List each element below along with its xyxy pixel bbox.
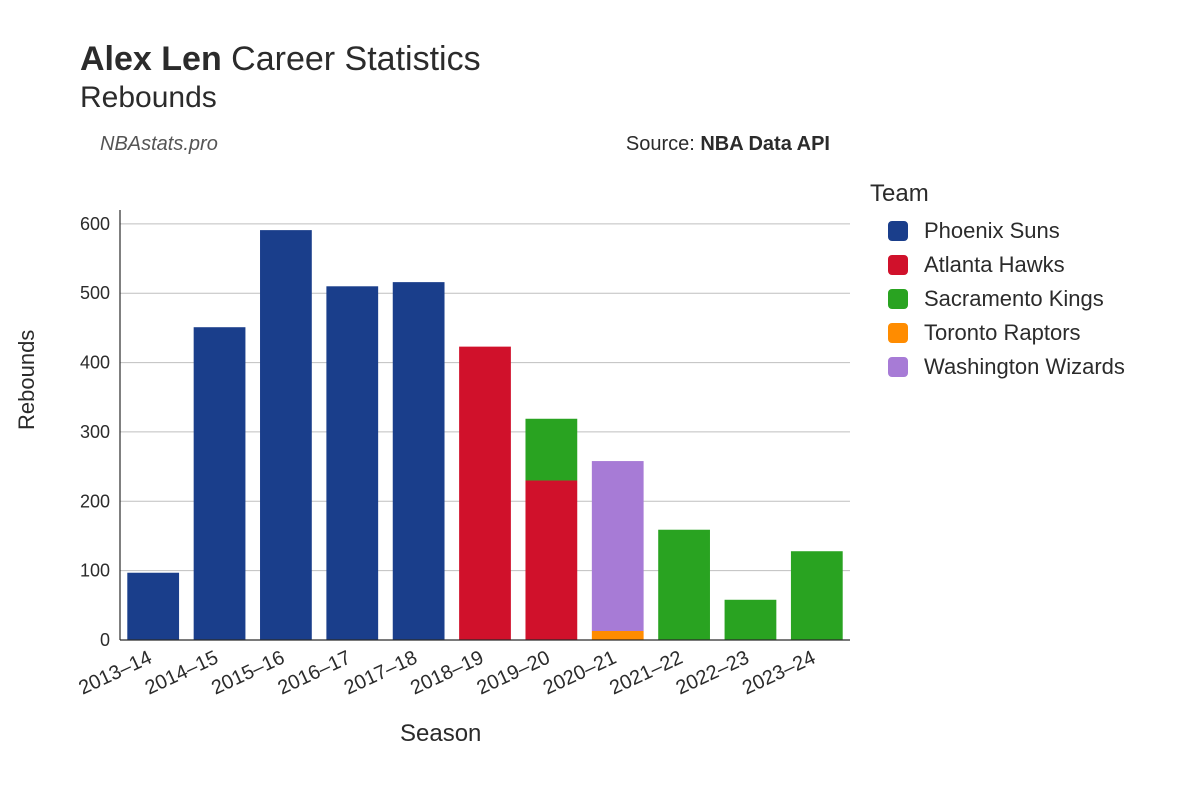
legend-label: Phoenix Suns [924, 218, 1060, 244]
metric-name: Rebounds [80, 81, 1160, 115]
bar-segment [194, 327, 246, 640]
stacked-bar-chart: 0 100 200 300 400 500 600 2013–142014–152015–16… [60, 200, 860, 740]
bar-segment [658, 530, 710, 640]
legend-item: Toronto Raptors [870, 320, 1125, 346]
y-tick-label: 600 [80, 214, 110, 234]
chart-area: 0 100 200 300 400 500 600 2013–142014–152015–16… [60, 200, 860, 740]
bar-segment [525, 480, 577, 640]
x-tick-label: 2015–16 [208, 647, 288, 700]
bar-segment [127, 573, 179, 640]
title-block: Alex Len Career Statistics Rebounds [80, 40, 1160, 115]
legend-swatch [888, 221, 908, 241]
y-tick-label: 400 [80, 353, 110, 373]
legend-swatch [888, 357, 908, 377]
bar-segment [326, 286, 378, 640]
bar-segment [592, 631, 644, 640]
bar-segment [791, 551, 843, 640]
x-tick-label: 2019–20 [474, 647, 554, 700]
x-tick-label: 2023–24 [739, 647, 819, 700]
bar-segment [260, 230, 312, 640]
legend-item: Sacramento Kings [870, 286, 1125, 312]
legend-label: Atlanta Hawks [924, 252, 1065, 278]
page: Alex Len Career Statistics Rebounds NBAs… [0, 0, 1200, 800]
legend-title: Team [870, 180, 1125, 208]
y-tick-label: 200 [80, 491, 110, 511]
title-line-1: Alex Len Career Statistics [80, 40, 1160, 79]
stat-label: Career Statistics [231, 40, 480, 78]
x-tick-label: 2014–15 [142, 647, 222, 700]
legend-label: Washington Wizards [924, 354, 1125, 380]
bar-segment [459, 347, 511, 640]
x-tick-label: 2017–18 [341, 647, 421, 700]
legend: Team Phoenix Suns Atlanta Hawks Sacramento… [870, 180, 1125, 388]
bar-segment [725, 600, 777, 640]
legend-swatch [888, 289, 908, 309]
site-credit: NBAstats.pro [100, 133, 218, 156]
x-tick-label: 2018–19 [407, 647, 487, 700]
y-tick-label: 100 [80, 561, 110, 581]
x-tick-label: 2021–22 [606, 647, 686, 700]
y-tick-label: 0 [100, 630, 110, 650]
legend-swatch [888, 323, 908, 343]
y-tick-label: 300 [80, 422, 110, 442]
subhead: NBAstats.pro Source: NBA Data API [100, 133, 830, 156]
bar-segment [525, 419, 577, 481]
legend-item: Phoenix Suns [870, 218, 1125, 244]
source-prefix: Source: [626, 133, 700, 155]
y-tick-label: 500 [80, 283, 110, 303]
x-tick-label: 2016–17 [275, 647, 355, 700]
legend-label: Toronto Raptors [924, 320, 1081, 346]
x-tick-label: 2022–23 [673, 647, 753, 700]
player-name: Alex Len [80, 40, 222, 78]
bar-segment [592, 461, 644, 631]
source-api: NBA Data API [700, 133, 830, 155]
y-axis-label: Rebounds [14, 330, 40, 430]
x-tick-label: 2013–14 [75, 647, 155, 700]
x-tick-label: 2020–21 [540, 647, 620, 700]
legend-item: Atlanta Hawks [870, 252, 1125, 278]
source-credit: Source: NBA Data API [626, 133, 830, 156]
legend-swatch [888, 255, 908, 275]
legend-item: Washington Wizards [870, 354, 1125, 380]
bar-segment [393, 282, 445, 640]
legend-label: Sacramento Kings [924, 286, 1104, 312]
